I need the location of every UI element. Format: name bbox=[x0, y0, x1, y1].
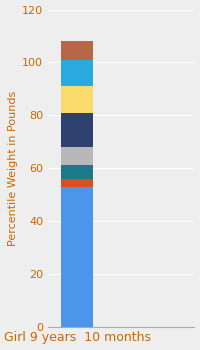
Y-axis label: Percentile Weight in Pounds: Percentile Weight in Pounds bbox=[8, 90, 18, 246]
Bar bbox=[61, 113, 93, 147]
Bar bbox=[61, 86, 93, 113]
Bar bbox=[61, 41, 93, 60]
Bar bbox=[61, 147, 93, 166]
Bar bbox=[61, 187, 93, 327]
Bar bbox=[61, 60, 93, 86]
Bar bbox=[61, 178, 93, 187]
Bar bbox=[61, 166, 93, 178]
